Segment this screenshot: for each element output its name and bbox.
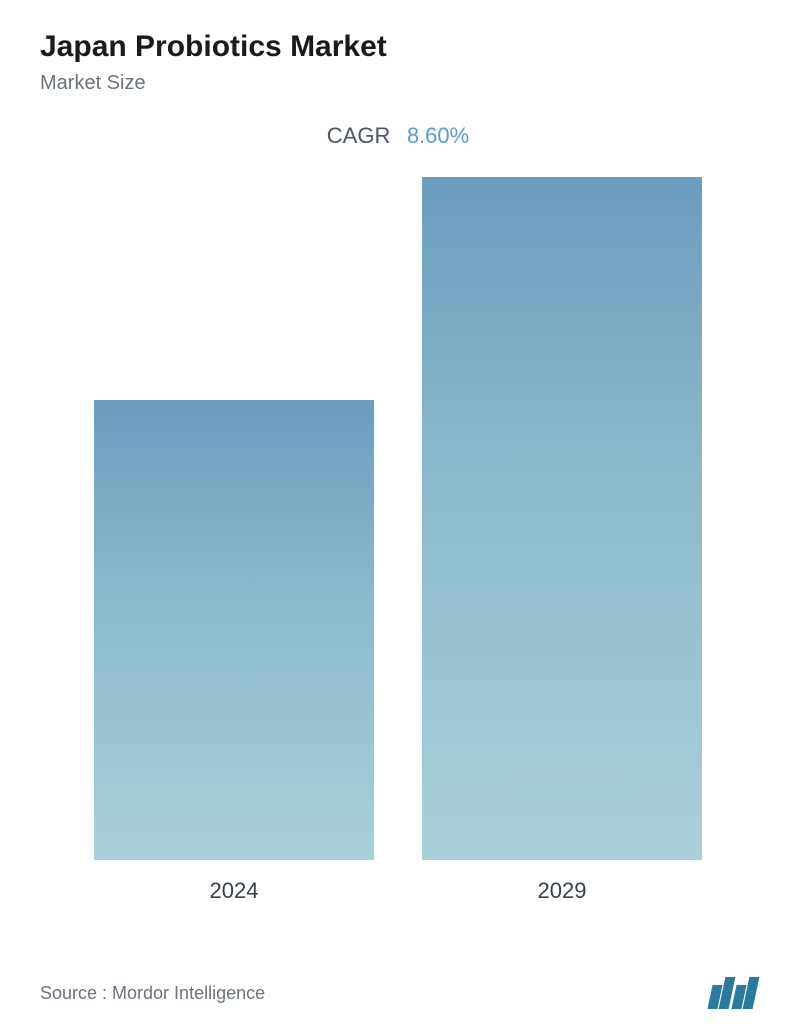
bar-label-2029: 2029 bbox=[538, 878, 587, 904]
footer: Source : Mordor Intelligence bbox=[40, 977, 756, 1009]
bar-2029 bbox=[422, 177, 702, 860]
logo-bar bbox=[743, 977, 760, 1009]
chart-area: 2024 2029 bbox=[40, 204, 756, 904]
bar-label-2024: 2024 bbox=[210, 878, 259, 904]
cagr-label: CAGR bbox=[327, 123, 391, 148]
source-text: Source : Mordor Intelligence bbox=[40, 983, 265, 1004]
bar-2024 bbox=[94, 400, 374, 860]
chart-title: Japan Probiotics Market bbox=[40, 30, 756, 64]
bar-group-2029: 2029 bbox=[422, 177, 702, 904]
chart-subtitle: Market Size bbox=[40, 72, 756, 95]
cagr-container: CAGR 8.60% bbox=[40, 123, 756, 149]
cagr-value: 8.60% bbox=[407, 123, 469, 148]
mordor-logo-icon bbox=[710, 977, 756, 1009]
bar-group-2024: 2024 bbox=[94, 400, 374, 904]
